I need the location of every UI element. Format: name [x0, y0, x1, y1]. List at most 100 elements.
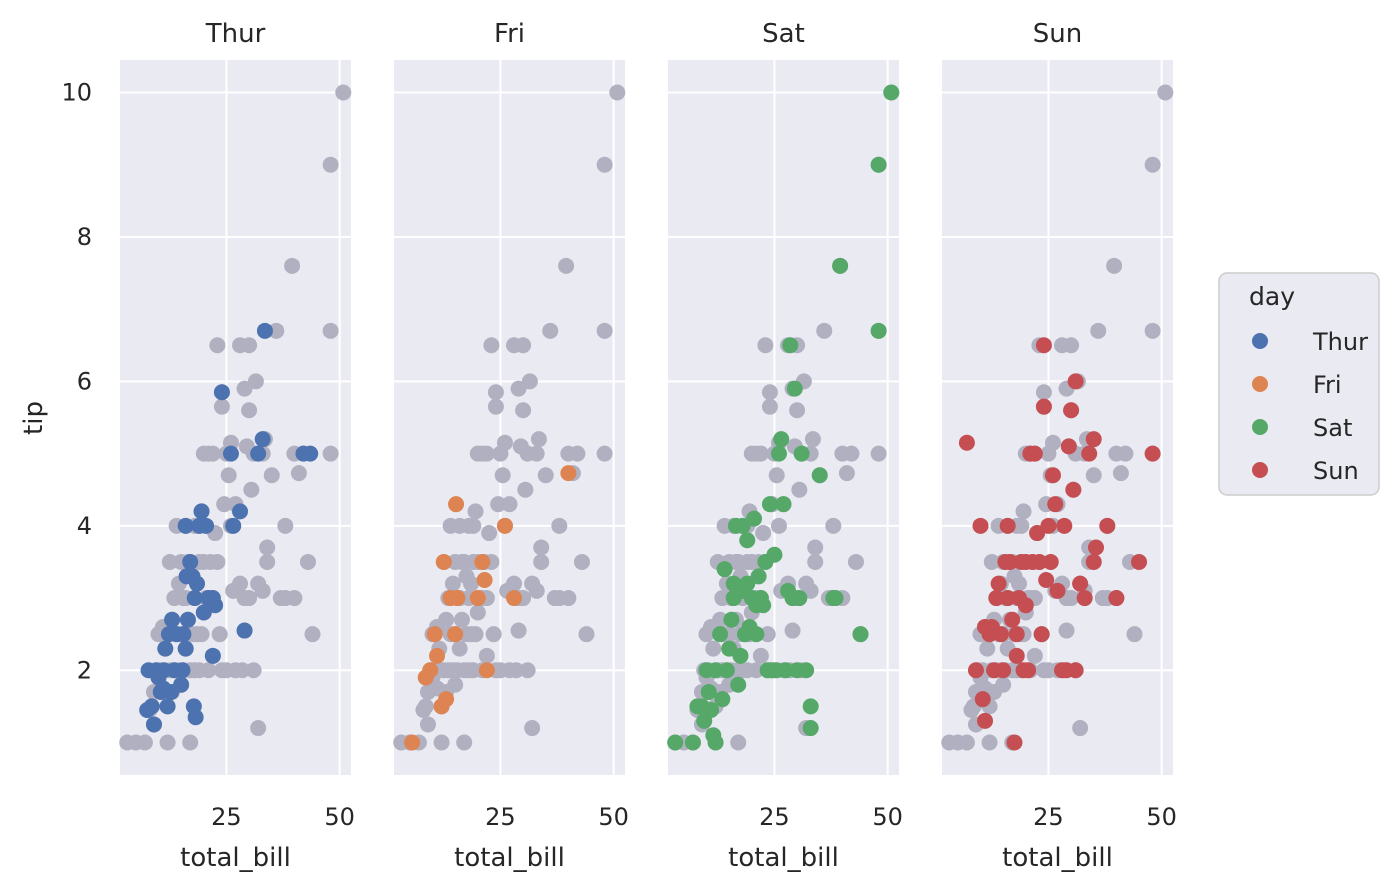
data-point-sun [1131, 553, 1148, 570]
background-point [286, 590, 303, 607]
background-point [802, 582, 819, 599]
data-point-thur [193, 503, 210, 520]
x-axis-label: total_bill [1002, 843, 1113, 873]
data-point-sat [827, 590, 844, 607]
data-point-thur [145, 716, 162, 733]
background-point [453, 611, 470, 628]
legend-marker [1252, 376, 1268, 392]
x-tick-label: 50 [1146, 803, 1177, 831]
data-point-thur [207, 597, 224, 614]
x-axis-label: total_bill [180, 843, 291, 873]
data-point-thur [254, 431, 271, 448]
data-point-sun [1076, 590, 1093, 607]
data-point-sat [802, 698, 819, 715]
background-point [578, 626, 595, 643]
background-point [204, 445, 221, 462]
background-point [200, 662, 217, 679]
data-point-thur [179, 611, 196, 628]
data-point-sun [1081, 445, 1098, 462]
data-point-sat [707, 662, 724, 679]
data-point-sat [811, 467, 828, 484]
data-point-sat [748, 626, 765, 643]
background-point [236, 380, 253, 397]
background-point [241, 402, 258, 419]
data-point-fri [426, 626, 443, 643]
background-point [784, 622, 801, 639]
background-point [517, 481, 534, 498]
panel-background [942, 60, 1173, 775]
background-point [533, 539, 550, 556]
data-point-thur [177, 517, 194, 534]
background-point [530, 431, 547, 448]
data-point-sun [1049, 582, 1066, 599]
data-point-sat [707, 734, 724, 751]
background-point [551, 517, 568, 534]
data-point-sun [1001, 553, 1018, 570]
data-point-sun [1044, 467, 1061, 484]
background-point [182, 734, 199, 751]
data-point-sat [786, 380, 803, 397]
background-point [560, 590, 577, 607]
background-point [521, 373, 538, 390]
x-tick-label: 25 [1033, 803, 1064, 831]
background-point [451, 640, 468, 657]
background-point [752, 647, 769, 664]
background-point [501, 496, 518, 513]
data-point-thur [198, 517, 215, 534]
data-point-sat [746, 510, 763, 527]
data-point-sun [1042, 553, 1059, 570]
background-point [515, 402, 532, 419]
data-point-fri [469, 590, 486, 607]
background-point [1063, 337, 1080, 354]
background-point [596, 156, 613, 173]
data-point-sat [870, 322, 887, 339]
background-point [730, 734, 747, 751]
data-point-thur [225, 517, 242, 534]
data-point-thur [157, 640, 174, 657]
background-point [478, 445, 495, 462]
data-point-fri [506, 590, 523, 607]
background-point [193, 626, 210, 643]
background-point [789, 402, 806, 419]
background-point [761, 384, 778, 401]
background-point [1044, 434, 1061, 451]
background-point [335, 84, 352, 101]
background-point [573, 553, 590, 570]
data-point-thur [256, 322, 273, 339]
background-point [816, 322, 833, 339]
facet-panels: Thur 25 50 total_bill 2 4 6 8 10 Fri 25 50 total_bil… [61, 19, 1176, 873]
background-point [213, 398, 230, 415]
data-point-fri [422, 662, 439, 679]
x-tick-label: 25 [485, 803, 516, 831]
background-point [159, 734, 176, 751]
data-point-sun [988, 590, 1005, 607]
legend-marker [1252, 419, 1268, 435]
data-point-sun [990, 575, 1007, 592]
background-point [234, 662, 251, 679]
data-point-fri [560, 465, 577, 482]
background-point [290, 465, 307, 482]
background-point [487, 384, 504, 401]
background-point [519, 662, 536, 679]
background-point [268, 322, 285, 339]
background-point [250, 720, 267, 737]
background-point [284, 257, 301, 274]
data-point-sat [732, 647, 749, 664]
background-point [496, 434, 513, 451]
data-point-sat [730, 676, 747, 693]
background-point [447, 676, 464, 693]
panel-fri: Fri 25 50 total_bill [393, 19, 629, 873]
background-point [983, 553, 1000, 570]
background-point [870, 445, 887, 462]
x-tick-label: 50 [598, 803, 629, 831]
y-tick-label: 6 [77, 367, 92, 395]
x-tick-label: 50 [324, 803, 355, 831]
data-point-sun [1056, 517, 1073, 534]
background-point [467, 626, 484, 643]
background-point [847, 553, 864, 570]
background-point [1085, 467, 1102, 484]
background-point [712, 611, 729, 628]
background-point [1144, 322, 1161, 339]
background-point [478, 647, 495, 664]
data-point-sun [1038, 572, 1055, 588]
